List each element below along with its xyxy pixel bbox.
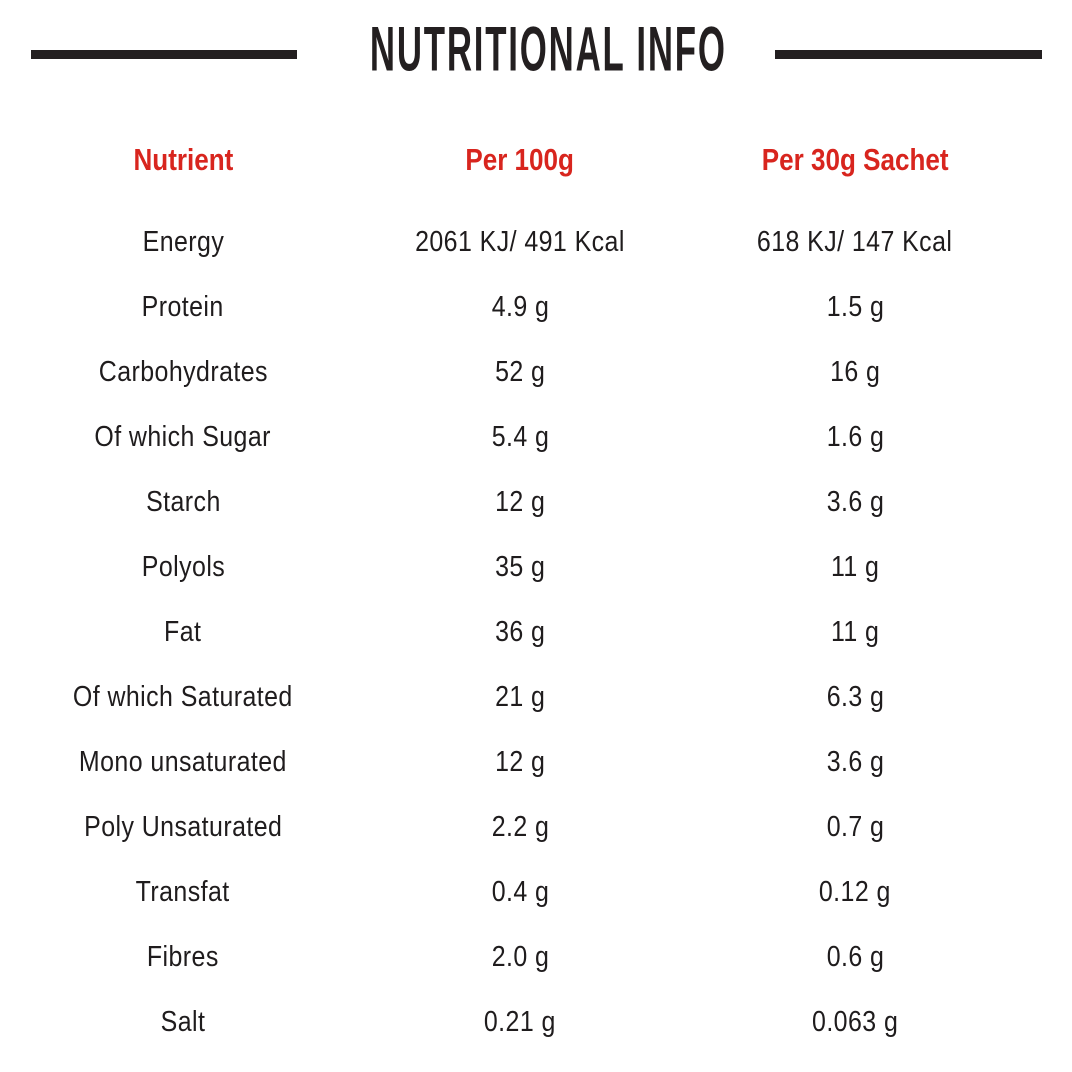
table-row: Starch 12 g 3.6 g (0, 470, 1036, 535)
table-header-row: Nutrient Per 100g Per 30g Sachet (0, 135, 1036, 185)
per-100g-cell: 2061 KJ/ 491 Kcal (415, 226, 625, 258)
per-100g-cell: 35 g (494, 551, 546, 583)
nutrient-name-cell: Energy (142, 226, 224, 258)
nutrient-name-cell: Fibres (147, 941, 219, 973)
per-30g-cell: 11 g (830, 616, 880, 648)
per-30g-cell: 0.6 g (826, 941, 884, 973)
table-row: Protein 4.9 g 1.5 g (0, 275, 1036, 340)
table-row: Salt 0.21 g 0.063 g (0, 990, 1036, 1055)
per-100g-cell: 0.4 g (491, 876, 549, 908)
per-30g-cell: 3.6 g (826, 746, 884, 778)
nutrient-name-cell: Mono unsaturated (79, 746, 287, 778)
nutrient-name-cell: Salt (160, 1006, 206, 1038)
per-100g-cell: 21 g (494, 681, 546, 713)
per-100g-cell: 12 g (494, 746, 546, 778)
table-row: Transfat 0.4 g 0.12 g (0, 860, 1036, 925)
page-title-text: NUTRITIONAL INFO (369, 14, 727, 85)
nutrient-name-cell: Carbohydrates (98, 356, 268, 388)
nutrient-name-cell: Poly Unsaturated (83, 811, 283, 843)
per-30g-cell: 0.7 g (826, 811, 884, 843)
column-header-per-30g-sachet: Per 30g Sachet (761, 142, 949, 177)
page-title: NUTRITIONAL INFO (0, 14, 1072, 85)
table-row: Fat 36 g 11 g (0, 600, 1036, 665)
table-row: Fibres 2.0 g 0.6 g (0, 925, 1036, 990)
table-row: Energy 2061 KJ/ 491 Kcal 618 KJ/ 147 Kca… (0, 210, 1036, 275)
table-row: Of which Saturated 21 g 6.3 g (0, 665, 1036, 730)
table-row: Polyols 35 g 11 g (0, 535, 1036, 600)
nutrient-name-cell: Protein (141, 291, 225, 323)
per-100g-cell: 12 g (494, 486, 546, 518)
per-100g-cell: 52 g (494, 356, 546, 388)
per-30g-cell: 3.6 g (826, 486, 884, 518)
per-30g-cell: 1.5 g (826, 291, 884, 323)
per-30g-cell: 11 g (830, 551, 880, 583)
per-30g-cell: 6.3 g (826, 681, 884, 713)
per-30g-cell: 1.6 g (826, 421, 884, 453)
per-100g-cell: 36 g (494, 616, 546, 648)
nutrition-table: Nutrient Per 100g Per 30g Sachet Energy … (0, 135, 1036, 1055)
column-header-per-100g: Per 100g (465, 142, 575, 177)
per-30g-cell: 0.063 g (811, 1006, 899, 1038)
per-100g-cell: 0.21 g (484, 1006, 556, 1038)
per-30g-cell: 16 g (829, 356, 881, 388)
nutrient-name-cell: Of which Sugar (94, 421, 272, 453)
per-30g-cell: 618 KJ/ 147 Kcal (757, 226, 953, 258)
table-row: Carbohydrates 52 g 16 g (0, 340, 1036, 405)
title-bar-right (775, 50, 1042, 59)
nutrient-name-cell: Transfat (135, 876, 230, 908)
nutrient-name-cell: Polyols (141, 551, 225, 583)
per-100g-cell: 4.9 g (491, 291, 549, 323)
table-row: Poly Unsaturated 2.2 g 0.7 g (0, 795, 1036, 860)
table-body: Energy 2061 KJ/ 491 Kcal 618 KJ/ 147 Kca… (0, 210, 1036, 1055)
per-100g-cell: 2.2 g (491, 811, 549, 843)
per-100g-cell: 2.0 g (491, 941, 549, 973)
nutrient-name-cell: Fat (164, 616, 202, 648)
title-bar-left (31, 50, 297, 59)
table-row: Mono unsaturated 12 g 3.6 g (0, 730, 1036, 795)
column-header-nutrient: Nutrient (133, 142, 233, 177)
per-30g-cell: 0.12 g (819, 876, 891, 908)
nutrient-name-cell: Of which Saturated (73, 681, 293, 713)
per-100g-cell: 5.4 g (491, 421, 549, 453)
nutrient-name-cell: Starch (145, 486, 221, 518)
table-row: Of which Sugar 5.4 g 1.6 g (0, 405, 1036, 470)
